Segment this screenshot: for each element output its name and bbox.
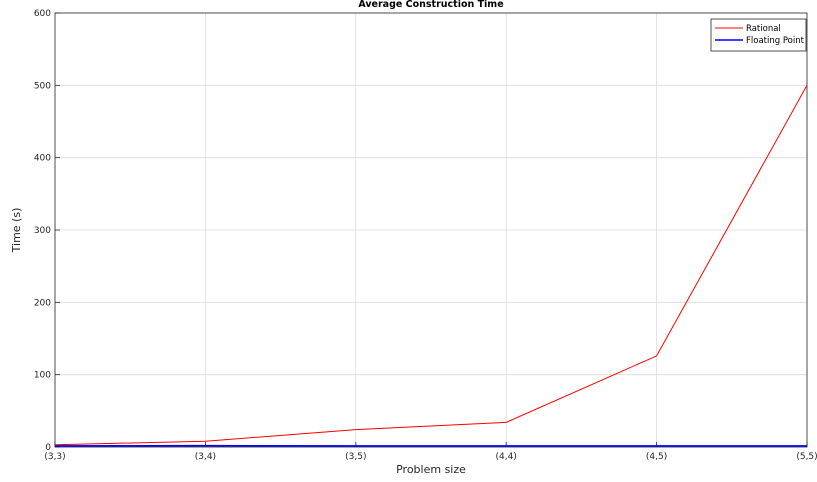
y-tick-label: 400 xyxy=(34,154,51,164)
y-tick-label: 100 xyxy=(34,371,51,381)
y-tick-label: 0 xyxy=(45,443,51,453)
y-tick-label: 600 xyxy=(34,9,51,19)
axis-ticks: (3,3) (3,4) (3,5) (4,4) (4,5) (5,5) 0 100 200 300… xyxy=(34,9,817,462)
grid-lines xyxy=(54,12,808,448)
x-tick-label: (5,5) xyxy=(796,452,817,462)
legend: Rational Floating Point xyxy=(710,18,807,52)
x-axis-title: Problem size xyxy=(396,463,466,476)
x-tick-label: (4,4) xyxy=(496,452,517,462)
y-tick-label: 500 xyxy=(34,81,51,91)
legend-label: Floating Point xyxy=(746,36,805,46)
x-tick-label: (4,5) xyxy=(646,452,667,462)
y-axis-title: Time (s) xyxy=(10,208,23,254)
chart-title: Average Construction Time xyxy=(358,0,503,10)
x-tick-label: (3,5) xyxy=(345,452,366,462)
x-tick-label: (3,4) xyxy=(195,452,216,462)
legend-box xyxy=(710,18,807,52)
y-tick-label: 200 xyxy=(34,298,51,308)
series-lines xyxy=(54,85,808,447)
series-line-rational xyxy=(54,85,808,446)
x-tick-label: (3,3) xyxy=(44,452,65,462)
y-tick-label: 300 xyxy=(34,226,51,236)
legend-label: Rational xyxy=(746,24,781,34)
